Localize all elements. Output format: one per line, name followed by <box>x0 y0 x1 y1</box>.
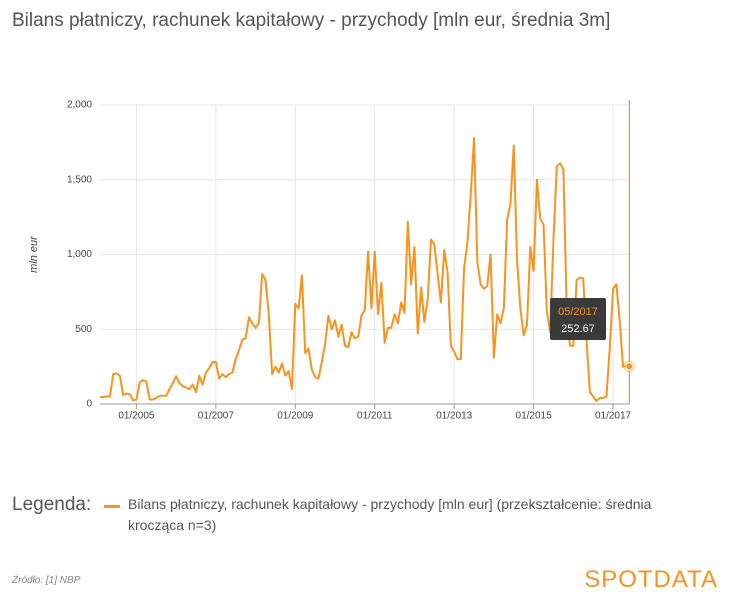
tooltip: 05/2017 252.67 <box>550 298 606 340</box>
legend-swatch <box>104 505 120 508</box>
source: Źródło: [1] NBP <box>12 575 81 586</box>
line <box>99 136 627 403</box>
legend-entry: Bilans płatniczy, rachunek kapitałowy - … <box>128 496 652 533</box>
brand: SPOTDATA <box>584 566 718 593</box>
y-tick-label: 1,500 <box>67 174 92 185</box>
chart-title: Bilans płatniczy, rachunek kapitałowy - … <box>12 10 611 31</box>
point <box>625 362 634 371</box>
tooltip-date: 05/2017 <box>558 306 598 318</box>
x-tick-label: 01/2017 <box>595 411 632 422</box>
y-tick-label: 0 <box>86 399 92 410</box>
x-tick-label: 01/2015 <box>516 411 553 422</box>
x-tick-label: 01/2013 <box>436 411 473 422</box>
x-tick-label: 01/2005 <box>118 411 155 422</box>
tooltip-box <box>550 298 606 340</box>
legend-title: Legenda: <box>12 494 92 515</box>
y-tick-label: 500 <box>75 324 92 335</box>
y-axis-label: mln eur <box>28 235 40 273</box>
tooltip-value: 252.67 <box>561 323 595 335</box>
x-tick-label: 01/2009 <box>277 411 314 422</box>
y-tick-label: 1,000 <box>67 249 92 260</box>
x-tick-label: 01/2007 <box>198 411 235 422</box>
x-tick-label: 01/2011 <box>357 411 393 422</box>
y-tick-label: 2,000 <box>67 100 92 111</box>
legend: Legenda: Bilans płatniczy, rachunek kapi… <box>12 494 712 536</box>
